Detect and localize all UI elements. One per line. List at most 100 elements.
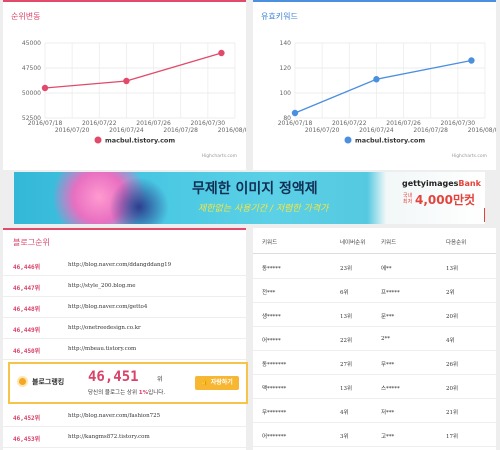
- legend-marker: [94, 136, 102, 144]
- rank-value: 46,450위: [13, 348, 41, 355]
- daum-rank: 17위: [446, 434, 459, 440]
- legend-label: macbul.tistory.com: [105, 137, 175, 145]
- x-tick-label: 2016/07/24: [109, 127, 144, 134]
- blog-url[interactable]: http://blog.naver.com/getto4: [68, 304, 148, 310]
- banner-brand-name: gettyimages: [402, 179, 459, 188]
- table-row: 어***** 22위 2** 4위: [253, 327, 496, 351]
- list-item[interactable]: 46,447위 http://style_200.blog.me: [3, 276, 246, 297]
- my-rank-desc-pre: 당신의 블로그는 상위: [88, 390, 138, 396]
- x-tick-label: 2016/07/28: [413, 127, 448, 134]
- series-line: [44, 52, 222, 89]
- y-tick-label: 80: [283, 115, 291, 122]
- banner-small-text: 국내 최저: [403, 193, 413, 205]
- naver-keyword: 맥*******: [262, 386, 287, 392]
- x-tick-label: 2016/07/26: [386, 120, 421, 127]
- blog-url[interactable]: http://onetreedesign.co.kr: [68, 325, 141, 331]
- chart-credit: Highcharts.com: [452, 153, 487, 159]
- daum-keyword: 프*****: [381, 290, 400, 296]
- list-item[interactable]: 46,449위 http://onetreedesign.co.kr: [3, 318, 246, 339]
- list-item[interactable]: 46,450위 http://mbeau.tistory.com: [3, 339, 246, 360]
- y-tick-label: 140: [280, 40, 292, 47]
- naver-rank: 6위: [340, 290, 349, 296]
- x-tick-label: 2016/07/22: [332, 120, 367, 127]
- daum-rank: 26위: [446, 362, 459, 368]
- x-tick-label: 2016/08/01: [218, 127, 246, 134]
- header-naver-rank: 네이버순위: [340, 240, 366, 246]
- table-row: 동***** 23위 에** 13위: [253, 255, 496, 279]
- daum-keyword: 무***: [381, 362, 395, 368]
- header-daum-rank: 다음순위: [446, 240, 467, 246]
- list-item[interactable]: 46,448위 http://blog.naver.com/getto4: [3, 297, 246, 318]
- daum-rank: 20위: [446, 314, 459, 320]
- x-tick-label: 2016/07/20: [55, 127, 90, 134]
- table-row: 맥******* 13위 스***** 20위: [253, 375, 496, 399]
- naver-rank: 13위: [340, 386, 353, 392]
- my-rank-unit: 위: [157, 376, 163, 383]
- my-blog-rank-card: 블로그랭킹 46,451 위 당신의 블로그는 상위 1%입니다. 👍 자랑하기: [8, 362, 248, 404]
- legend-marker: [344, 136, 352, 144]
- naver-keyword: 어*****: [262, 338, 281, 344]
- keyword-rank-table: 키워드 네이버순위 키워드 다음순위 동***** 23위 에** 13위 전*** 6위…: [253, 228, 496, 450]
- x-tick-label: 2016/07/18: [278, 120, 313, 127]
- list-item[interactable]: 46,453위 http://kangms872.tistory.com: [3, 427, 246, 448]
- banner-brand: gettyimagesBank: [402, 179, 481, 188]
- header-keyword: 키워드: [262, 240, 278, 246]
- rank-change-panel: 순위변동 45000 47500 50000 52500 2016/07/18 2016/…: [3, 0, 246, 170]
- ad-banner[interactable]: 무제한 이미지 정액제 제한없는 사용기간 / 저렴한 가격가 gettyima…: [14, 172, 485, 224]
- my-rank-label: 블로그랭킹: [32, 378, 65, 386]
- list-item[interactable]: 46,452위 http://blog.naver.com/fashion725: [3, 406, 246, 427]
- data-point: [468, 57, 475, 64]
- banner-price: 4,000만컷: [415, 193, 476, 207]
- naver-rank: 4위: [340, 410, 349, 416]
- blog-url[interactable]: http://blog.naver.com/ddangddang19: [68, 262, 172, 268]
- naver-keyword: 생*****: [262, 314, 281, 320]
- data-point: [123, 77, 130, 85]
- naver-rank: 23위: [340, 266, 353, 272]
- y-tick-label: 100: [280, 90, 292, 97]
- legend-label: macbul.tistory.com: [355, 137, 425, 145]
- data-point: [373, 76, 380, 83]
- data-point: [41, 84, 49, 92]
- x-tick-label: 2016/07/28: [163, 127, 198, 134]
- blog-url[interactable]: http://style_200.blog.me: [68, 283, 136, 289]
- daum-rank: 20위: [446, 386, 459, 392]
- x-tick-label: 2016/07/30: [191, 120, 226, 127]
- rank-value: 46,446위: [13, 264, 41, 271]
- blog-rank-panel: 블로그순위 46,446위 http://blog.naver.com/ddan…: [3, 228, 248, 450]
- table-row: 어******* 3위 고*** 17위: [253, 423, 496, 447]
- rank-value: 46,448위: [13, 306, 41, 313]
- my-rank-description: 당신의 블로그는 상위 1%입니다.: [88, 388, 165, 396]
- x-tick-label: 2016/07/26: [136, 120, 171, 127]
- brag-button[interactable]: 👍 자랑하기: [195, 376, 239, 390]
- naver-keyword: 무*******: [262, 410, 287, 416]
- table-row: 전*** 6위 프***** 2위: [253, 279, 496, 303]
- table-header: 키워드 네이버순위 키워드 다음순위: [253, 228, 496, 254]
- x-tick-label: 2016/08/01: [468, 127, 496, 134]
- daum-rank: 21위: [446, 410, 459, 416]
- rank-value: 46,449위: [13, 327, 41, 334]
- list-item[interactable]: 46,446위 http://blog.naver.com/ddangddang…: [3, 255, 246, 276]
- daum-keyword: 스*****: [381, 386, 400, 392]
- banner-graphic-shadow: [109, 177, 169, 224]
- chart-credit: Highcharts.com: [202, 153, 237, 159]
- x-tick-label: 2016/07/20: [305, 127, 340, 134]
- daum-keyword: 2**: [381, 336, 390, 342]
- daum-keyword: 에**: [381, 266, 392, 272]
- daum-rank: 4위: [446, 338, 455, 344]
- y-tick-label: 120: [280, 65, 292, 72]
- banner-go-button[interactable]: GO: [484, 208, 485, 222]
- rank-value: 46,452위: [13, 415, 41, 422]
- table-row: 동******* 27위 무*** 26위: [253, 351, 496, 375]
- data-point: [218, 49, 225, 57]
- blog-url[interactable]: http://mbeau.tistory.com: [68, 346, 137, 352]
- blog-url[interactable]: http://kangms872.tistory.com: [68, 434, 150, 440]
- x-tick-label: 2016/07/30: [441, 120, 476, 127]
- blog-url[interactable]: http://blog.naver.com/fashion725: [68, 413, 161, 419]
- my-rank-percent: 1%: [138, 390, 149, 396]
- naver-keyword: 동*******: [262, 362, 287, 368]
- naver-keyword: 동*****: [262, 266, 281, 272]
- banner-headline: 무제한 이미지 정액제: [192, 181, 318, 197]
- rank-value: 46,447위: [13, 285, 41, 292]
